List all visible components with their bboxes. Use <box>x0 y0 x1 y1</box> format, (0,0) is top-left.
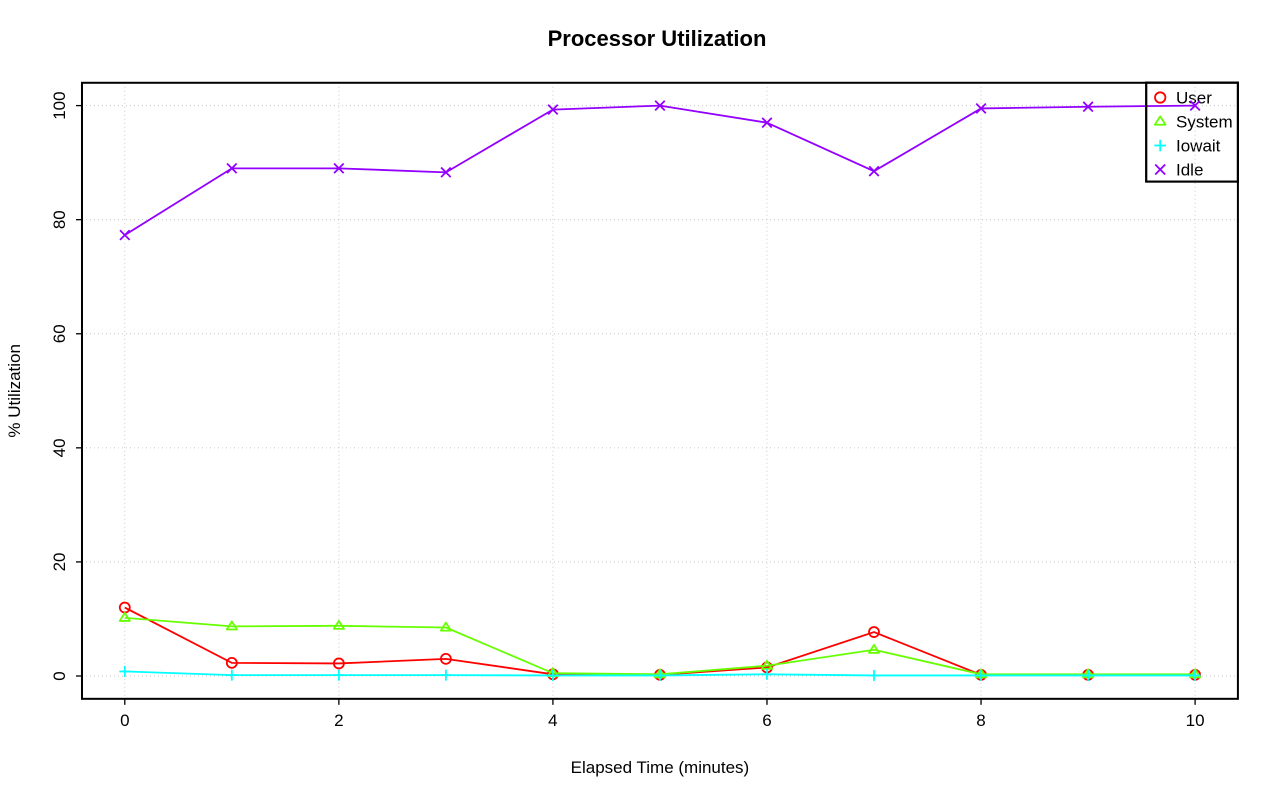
svg-text:Idle: Idle <box>1176 161 1203 180</box>
svg-text:System: System <box>1176 113 1233 132</box>
svg-text:2: 2 <box>334 711 343 730</box>
svg-text:80: 80 <box>50 210 69 229</box>
svg-text:0: 0 <box>50 671 69 680</box>
svg-text:6: 6 <box>762 711 771 730</box>
svg-text:Iowait: Iowait <box>1176 137 1221 156</box>
svg-text:8: 8 <box>976 711 985 730</box>
svg-text:40: 40 <box>50 438 69 457</box>
svg-text:100: 100 <box>50 91 69 119</box>
svg-text:60: 60 <box>50 324 69 343</box>
svg-text:% Utilization: % Utilization <box>5 344 24 438</box>
svg-text:Elapsed Time (minutes): Elapsed Time (minutes) <box>571 758 750 777</box>
svg-text:Processor Utilization: Processor Utilization <box>548 26 767 51</box>
svg-text:10: 10 <box>1186 711 1205 730</box>
svg-text:0: 0 <box>120 711 129 730</box>
svg-text:4: 4 <box>548 711 557 730</box>
svg-text:20: 20 <box>50 552 69 571</box>
